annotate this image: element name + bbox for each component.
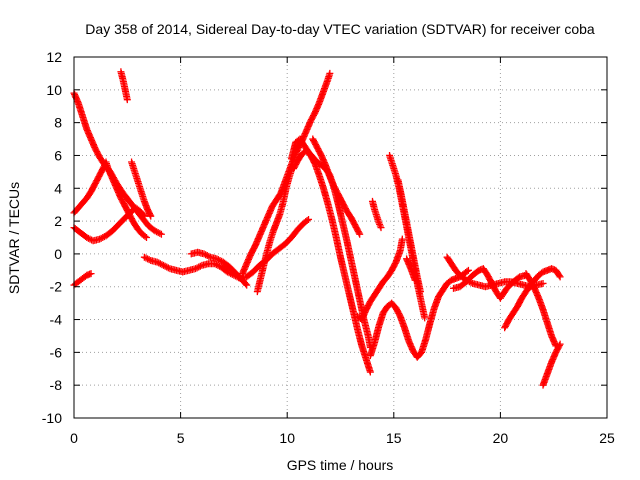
data-point-arc-4	[87, 270, 95, 278]
data-point-arc-8	[203, 252, 211, 260]
data-point-arc-1	[156, 229, 164, 237]
data-point-arc-8	[214, 256, 222, 264]
data-point-arc-3	[140, 212, 148, 220]
data-point-arc-7	[142, 254, 150, 262]
data-point-arc-8	[202, 251, 210, 259]
data-point-arc-18	[376, 220, 384, 228]
data-point-arc-15	[464, 266, 472, 274]
data-point-arc-6	[147, 212, 155, 220]
data-point-arc-17	[416, 288, 424, 296]
x-tick-label: 25	[599, 430, 615, 446]
data-point-arc-7	[193, 264, 201, 272]
data-point-arc-7	[195, 263, 203, 271]
grid-lines	[74, 57, 607, 418]
data-point-arc-20	[539, 279, 547, 287]
data-point-arc-13	[355, 229, 363, 237]
data-point-arc-12	[366, 368, 374, 376]
y-axis-ticks: -10 -8 -6 -4 -2 0 2 4 6 8 10 12	[42, 49, 607, 426]
data-point-arc-1	[154, 229, 162, 237]
data-point-arc-3	[99, 234, 107, 241]
data-point-arc-15	[463, 267, 471, 275]
data-point-arc-8	[243, 281, 251, 289]
data-point-arc-7	[156, 260, 164, 268]
y-tick-label: -6	[50, 344, 63, 360]
data-point-arc-7	[303, 217, 311, 225]
data-point-arc-18	[375, 219, 383, 227]
data-point-arc-3	[86, 235, 94, 243]
y-tick-label: 6	[54, 147, 62, 163]
data-point-arc-3	[139, 211, 147, 219]
x-tick-label: 10	[279, 430, 295, 446]
data-point-arc-1	[157, 230, 165, 238]
y-tick-label: 0	[54, 246, 62, 262]
data-point-arc-5	[123, 96, 131, 104]
y-tick-label: 10	[46, 82, 62, 98]
data-point-arc-7	[224, 268, 232, 276]
x-tick-label: 5	[177, 430, 185, 446]
data-point-arc-19	[411, 276, 419, 284]
data-point-arc-3	[96, 235, 104, 243]
data-point-arc-7	[144, 255, 152, 263]
data-point-arc-13	[356, 230, 364, 238]
data-point-arc-3	[83, 234, 91, 241]
y-tick-label: -8	[50, 377, 63, 393]
data-point-arc-7	[192, 265, 200, 273]
data-points	[70, 68, 564, 389]
data-point-arc-2	[142, 234, 150, 241]
data-point-arc-14	[398, 235, 406, 243]
data-point-arc-8	[200, 250, 208, 258]
y-tick-label: 8	[54, 115, 62, 131]
data-point-arc-7	[153, 258, 161, 266]
data-point-arc-22	[556, 273, 564, 281]
data-point-arc-7	[161, 262, 169, 270]
data-point-arc-7	[305, 215, 313, 223]
data-point-arc-7	[155, 259, 163, 267]
data-point-arc-3	[84, 234, 92, 242]
y-tick-label: 4	[54, 180, 62, 196]
data-point-arc-8	[205, 252, 213, 260]
y-axis-label: SDTVAR / TECUs	[6, 182, 22, 294]
x-axis-ticks: 0 5 10 15 20 25	[70, 57, 615, 446]
x-axis-label: GPS time / hours	[287, 457, 394, 473]
plot-frame	[73, 56, 608, 419]
data-point-arc-16	[421, 314, 429, 322]
y-tick-label: 12	[46, 49, 62, 65]
y-tick-label: -4	[50, 312, 63, 328]
data-point-arc-24	[556, 340, 564, 348]
data-point-arc-2	[141, 232, 149, 240]
data-point-arc-3	[97, 234, 105, 242]
data-point-arc-1	[153, 228, 161, 236]
data-point-arc-8	[242, 280, 250, 288]
data-point-arc-1	[151, 227, 159, 235]
data-point-arc-7	[163, 263, 171, 271]
data-point-arc-8	[216, 256, 224, 264]
x-tick-label: 20	[493, 430, 509, 446]
data-point-arc-22	[555, 272, 563, 280]
chart-title: Day 358 of 2014, Sidereal Day-to-day VTE…	[85, 21, 595, 37]
y-tick-label: -10	[42, 410, 62, 426]
data-point-arc-8	[213, 255, 221, 263]
data-point-arc-7	[160, 261, 168, 269]
data-point-arc-9	[326, 69, 334, 77]
data-point-arc-18	[376, 222, 384, 230]
y-tick-label: 2	[54, 213, 62, 229]
y-tick-label: -2	[50, 279, 63, 295]
data-point-arc-7	[158, 261, 166, 269]
data-point-arc-7	[196, 262, 204, 270]
data-point-arc-18	[377, 224, 385, 232]
x-tick-label: 0	[70, 430, 78, 446]
data-point-arc-7	[140, 253, 148, 261]
data-point-arc-7	[164, 264, 172, 272]
data-point-arc-24	[555, 342, 563, 350]
data-point-arc-7	[145, 256, 153, 264]
x-tick-label: 15	[386, 430, 402, 446]
